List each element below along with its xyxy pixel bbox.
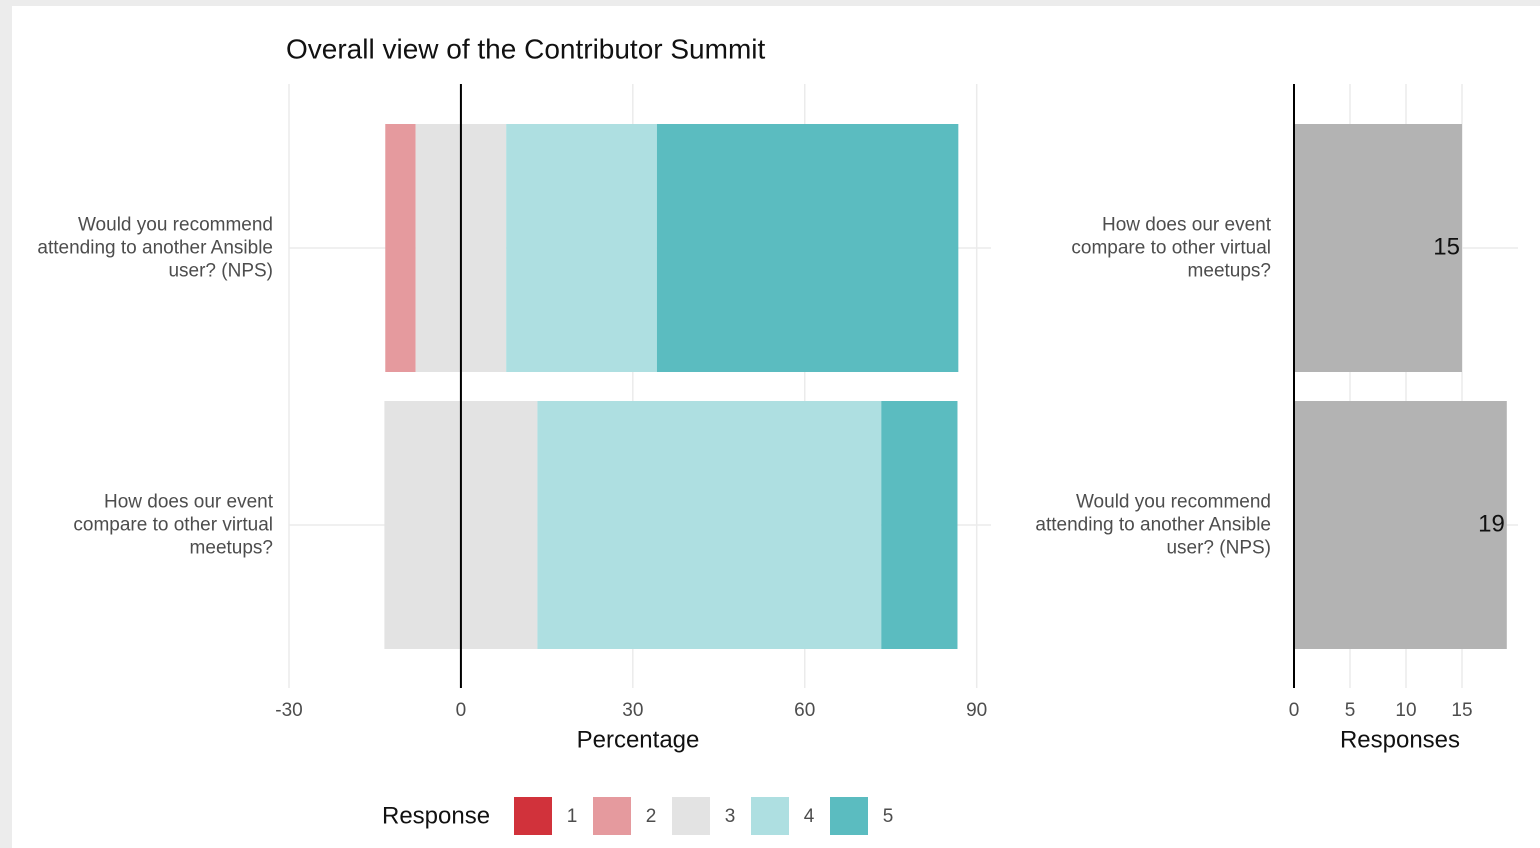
- x-tick-label: 90: [966, 700, 987, 721]
- x-axis-title: Responses: [1340, 726, 1460, 753]
- legend-swatch: [830, 797, 868, 835]
- y-tick-label: Would you recommend attending to another…: [1035, 491, 1271, 559]
- legend-label: 3: [725, 806, 736, 827]
- legend-swatch: [751, 797, 789, 835]
- x-tick-label: 60: [794, 700, 815, 721]
- x-tick-label: 15: [1451, 700, 1472, 721]
- y-tick-label: How does our event compare to other virt…: [1071, 214, 1271, 282]
- x-tick-label: 5: [1345, 700, 1356, 721]
- value-label: 19: [1478, 510, 1505, 537]
- x-axis-title: Percentage: [577, 726, 700, 753]
- legend-swatch: [672, 797, 710, 835]
- bar: [1294, 401, 1507, 649]
- legend-label: 4: [804, 806, 815, 827]
- legend-label: 5: [883, 806, 894, 827]
- legend-label: 2: [646, 806, 657, 827]
- x-tick-label: -30: [275, 700, 302, 721]
- x-tick-label: 0: [1289, 700, 1300, 721]
- y-tick-label: How does our event compare to other virt…: [73, 491, 273, 559]
- x-tick-label: 10: [1395, 700, 1416, 721]
- bar-segment: [881, 401, 958, 649]
- x-tick-label: 30: [622, 700, 643, 721]
- legend-title: Response: [382, 802, 490, 829]
- x-tick-label: 0: [456, 700, 467, 721]
- bar-segment: [537, 401, 882, 649]
- bar-segment: [385, 124, 416, 372]
- legend-label: 1: [567, 806, 578, 827]
- value-label: 15: [1433, 233, 1460, 260]
- legend-swatch: [593, 797, 631, 835]
- legend-swatch: [514, 797, 552, 835]
- chart-title: Overall view of the Contributor Summit: [286, 33, 766, 64]
- bar-segment: [656, 124, 959, 372]
- y-tick-label: Would you recommend attending to another…: [37, 214, 273, 282]
- bar: [1294, 124, 1462, 372]
- bar-segment: [506, 124, 657, 372]
